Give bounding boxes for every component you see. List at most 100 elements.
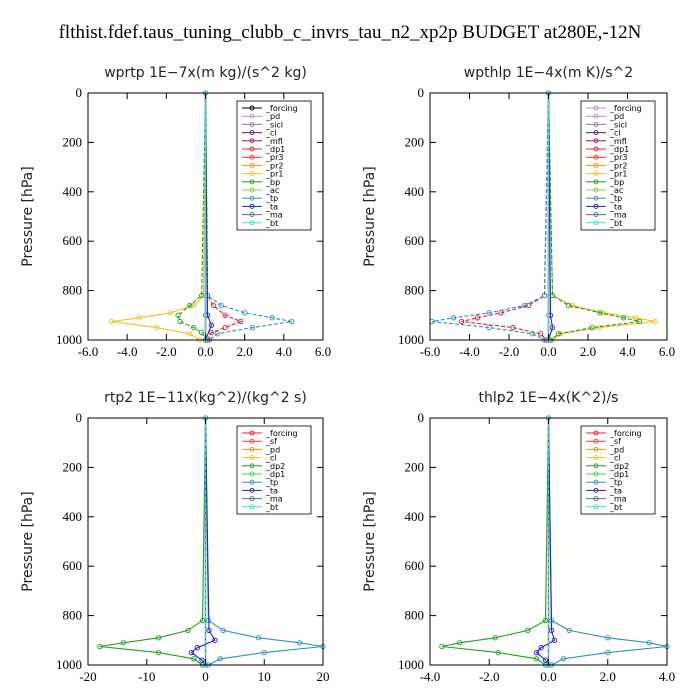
figure-title: flthist.fdef.taus_tuning_clubb_c_invrs_t… bbox=[59, 22, 642, 43]
data-point bbox=[153, 324, 160, 331]
x-tick-label: -2.0 bbox=[156, 344, 177, 359]
legend-marker bbox=[249, 212, 255, 218]
series-line-ta bbox=[535, 417, 556, 666]
data-point bbox=[296, 640, 303, 646]
data-point bbox=[222, 324, 228, 331]
legend-entry: _pr3 bbox=[609, 153, 627, 162]
panel-title: rtp2 1E−11x(kg^2)/(kg^2 s) bbox=[104, 390, 307, 406]
legend-marker bbox=[249, 179, 255, 185]
data-point bbox=[541, 292, 548, 299]
data-point bbox=[474, 315, 481, 321]
y-tick-label: 800 bbox=[63, 283, 83, 298]
panel-4: thlp2 1E−4x(K^2)/s Pressure [hPa] -4.0 -2.0… bbox=[362, 390, 675, 684]
series-line-pr1 bbox=[111, 92, 207, 341]
legend-entry: _forcing bbox=[609, 104, 642, 113]
legend-entry: _ma bbox=[609, 211, 627, 220]
legend-entry: _bt bbox=[609, 219, 622, 228]
legend-marker bbox=[593, 212, 599, 218]
y-tick-label: 400 bbox=[63, 509, 83, 524]
data-point bbox=[492, 635, 498, 641]
data-point bbox=[538, 645, 544, 651]
legend-marker bbox=[249, 463, 255, 469]
series-line-dp2 bbox=[99, 417, 207, 666]
legend-marker bbox=[593, 504, 599, 510]
legend-marker bbox=[249, 496, 255, 502]
data-point bbox=[605, 635, 611, 641]
x-tick-label: 2.0 bbox=[580, 344, 596, 359]
data-point bbox=[555, 331, 562, 337]
x-tick-label: -6.0 bbox=[78, 344, 99, 359]
x-tick-label: 4.0 bbox=[619, 344, 635, 359]
data-point bbox=[439, 643, 445, 650]
x-tick-label: -2.0 bbox=[499, 344, 520, 359]
data-point bbox=[533, 649, 540, 656]
x-tick-label: -4.0 bbox=[459, 344, 480, 359]
data-point bbox=[560, 656, 566, 662]
y-tick-label: 0 bbox=[76, 85, 83, 100]
data-point bbox=[208, 322, 215, 328]
legend-entry: _dp1 bbox=[609, 145, 629, 154]
legend-entry: _pr3 bbox=[265, 153, 283, 162]
y-tick-label: 200 bbox=[405, 134, 425, 149]
data-point bbox=[605, 649, 611, 656]
legend-marker bbox=[593, 479, 599, 485]
data-point bbox=[486, 310, 492, 316]
legend-marker bbox=[249, 203, 255, 209]
panels: wprtp 1E−7x(m kg)/(s^2 kg) Pressure [hPa]… bbox=[20, 65, 675, 684]
legend-marker bbox=[593, 130, 599, 136]
legend-marker bbox=[593, 154, 599, 160]
legend-entry: _cl bbox=[609, 129, 621, 138]
data-point bbox=[636, 318, 643, 325]
legend-marker bbox=[249, 146, 255, 152]
x-tick-label: 4.0 bbox=[659, 669, 675, 684]
legend-entry: _mfl bbox=[609, 137, 627, 146]
legend-marker bbox=[249, 113, 255, 119]
legend-entry: _ta bbox=[265, 486, 278, 495]
legend-entry: _sf bbox=[265, 437, 277, 446]
legend-marker bbox=[249, 446, 255, 452]
data-point bbox=[632, 315, 639, 321]
legend-entry: _bt bbox=[609, 503, 622, 512]
x-tick-label: -2.0 bbox=[479, 669, 500, 684]
legend-entry: _forcing bbox=[265, 104, 298, 113]
data-point bbox=[549, 324, 556, 331]
panel-title: wpthlp 1E−4x(m K)/s^2 bbox=[464, 65, 633, 81]
data-point bbox=[206, 627, 212, 634]
data-point bbox=[242, 310, 248, 316]
legend-marker bbox=[593, 146, 599, 152]
data-point bbox=[198, 329, 205, 336]
data-point bbox=[486, 324, 492, 331]
data-point bbox=[597, 310, 603, 316]
legend-entry: _bt bbox=[265, 503, 278, 512]
data-point bbox=[212, 637, 218, 643]
data-point bbox=[542, 657, 549, 663]
legend-marker bbox=[593, 471, 599, 477]
legend-marker bbox=[249, 138, 255, 144]
legend-marker bbox=[593, 487, 599, 493]
data-point bbox=[199, 657, 205, 663]
panel-2: wpthlp 1E−4x(m K)/s^2 Pressure [hPa] -6.0 -… bbox=[362, 65, 675, 359]
data-point bbox=[185, 627, 191, 634]
legend-entry: _dp1 bbox=[265, 145, 285, 154]
series-line-dp1 bbox=[461, 92, 550, 341]
legend-marker bbox=[593, 430, 599, 436]
data-point bbox=[289, 318, 295, 325]
x-tick-label: 0.0 bbox=[197, 344, 213, 359]
legend-entry: _cl bbox=[609, 454, 621, 463]
data-point bbox=[238, 318, 244, 325]
data-point bbox=[525, 627, 531, 634]
panel-title: thlp2 1E−4x(K^2)/s bbox=[479, 390, 619, 406]
series-line-dp2 bbox=[441, 417, 550, 666]
legend-marker bbox=[593, 203, 599, 209]
y-axis-label: Pressure [hPa] bbox=[20, 491, 36, 591]
data-point bbox=[198, 292, 205, 299]
data-point bbox=[188, 649, 195, 656]
y-tick-label: 200 bbox=[63, 134, 83, 149]
legend-entry: _pd bbox=[609, 445, 624, 454]
legend-marker bbox=[593, 220, 599, 226]
y-tick-label: 600 bbox=[63, 558, 83, 573]
data-point bbox=[208, 329, 215, 336]
legend-marker bbox=[249, 121, 255, 127]
x-tick-label: 2.0 bbox=[600, 669, 616, 684]
